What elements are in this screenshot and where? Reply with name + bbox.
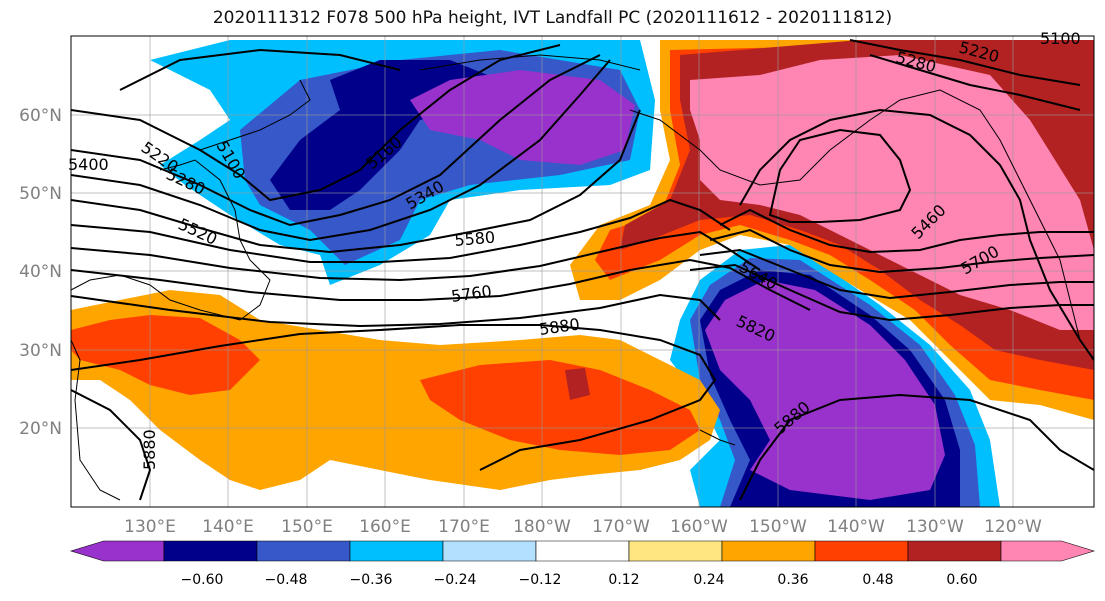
lat-label: 20°N <box>19 419 62 439</box>
lon-label: 130°E <box>124 517 176 537</box>
colorbar-cell <box>349 540 444 562</box>
colorbar-cell <box>721 540 816 562</box>
colorbar-tick-label: 0.12 <box>608 572 639 588</box>
contour-line <box>709 228 1094 274</box>
lon-label: 180°W <box>513 517 571 537</box>
contour-label: 5880 <box>140 429 159 470</box>
contour-line <box>71 109 641 254</box>
contour-line <box>71 324 717 471</box>
colorbar-tick-label: −0.36 <box>350 572 393 588</box>
lat-label: 50°N <box>19 184 62 204</box>
contour-line <box>71 293 721 328</box>
contour-line <box>71 54 601 227</box>
colorbar-cell <box>442 540 537 562</box>
colorbar: −0.60 −0.48 −0.36 −0.24 −0.12 0.12 0.24 … <box>69 540 1096 588</box>
colorbar-cell <box>814 540 909 562</box>
colorbar-tick-label: 0.24 <box>693 572 724 588</box>
colorbar-cells <box>69 540 1096 562</box>
contour-line <box>849 39 1081 86</box>
contour-label: 5760 <box>450 281 493 305</box>
contour-line <box>71 198 731 263</box>
contour-label: 5100 <box>1040 29 1081 48</box>
contour-label: 5580 <box>454 228 496 250</box>
contour-line <box>71 258 811 311</box>
colorbar-tick-label: 0.36 <box>777 572 808 588</box>
coastlines <box>71 54 1094 501</box>
contour-label: 5400 <box>68 155 109 174</box>
contour-line <box>739 393 1094 501</box>
longitude-labels: 130°E 140°E 150°E 160°E 170°E 180°W 170°… <box>124 517 1042 537</box>
colorbar-cell <box>1000 540 1096 562</box>
ivt-anomaly-fills <box>71 40 1094 507</box>
contour-line <box>71 230 761 282</box>
subtropical-positive-core <box>565 368 590 400</box>
lon-label: 130°W <box>906 517 964 537</box>
colorbar-tick-label: 0.60 <box>946 572 977 588</box>
contour-label: 5880 <box>538 314 581 338</box>
contour-line <box>699 248 1094 300</box>
lon-label: 170°E <box>438 517 490 537</box>
lon-label: 140°E <box>202 517 254 537</box>
contour-line <box>739 108 1094 361</box>
contour-line <box>689 263 1094 322</box>
lon-label: 170°W <box>592 517 650 537</box>
contour-line <box>71 44 561 202</box>
lon-label: 160°E <box>359 517 411 537</box>
lon-label: 140°W <box>827 517 885 537</box>
map-frame <box>70 35 1095 508</box>
contour-line <box>869 54 1081 111</box>
lon-label: 150°W <box>749 517 807 537</box>
colorbar-cell <box>256 540 351 562</box>
colorbar-cell <box>163 540 258 562</box>
contour-line <box>768 128 912 223</box>
colorbar-cell <box>907 540 1002 562</box>
colorbar-ticks: −0.60 −0.48 −0.36 −0.24 −0.12 0.12 0.24 … <box>181 572 978 588</box>
contour-line <box>719 208 1094 254</box>
lat-label: 60°N <box>19 106 62 126</box>
lon-label: 150°E <box>281 517 333 537</box>
height-contours <box>71 39 1094 501</box>
lat-label: 30°N <box>19 341 62 361</box>
colorbar-tick-label: −0.60 <box>181 572 224 588</box>
colorbar-tick-label: 0.48 <box>862 572 893 588</box>
contour-line <box>119 48 401 91</box>
colorbar-tick-label: −0.48 <box>265 572 308 588</box>
contour-line <box>71 389 152 501</box>
contour-line <box>71 59 611 242</box>
colorbar-cell <box>69 540 165 562</box>
negative-anomaly-core <box>410 70 635 165</box>
latitude-labels: 60°N 50°N 40°N 30°N 20°N <box>19 106 62 439</box>
lat-label: 40°N <box>19 262 62 282</box>
colorbar-tick-label: −0.24 <box>434 572 477 588</box>
lon-label: 120°W <box>984 517 1042 537</box>
se-negative-core <box>705 280 945 500</box>
colorbar-cell <box>535 540 630 562</box>
lon-label: 160°W <box>670 517 728 537</box>
colorbar-tick-label: −0.12 <box>519 572 562 588</box>
colorbar-cell <box>628 540 723 562</box>
map-title: 2020111312 F078 500 hPa height, IVT Land… <box>212 8 893 28</box>
